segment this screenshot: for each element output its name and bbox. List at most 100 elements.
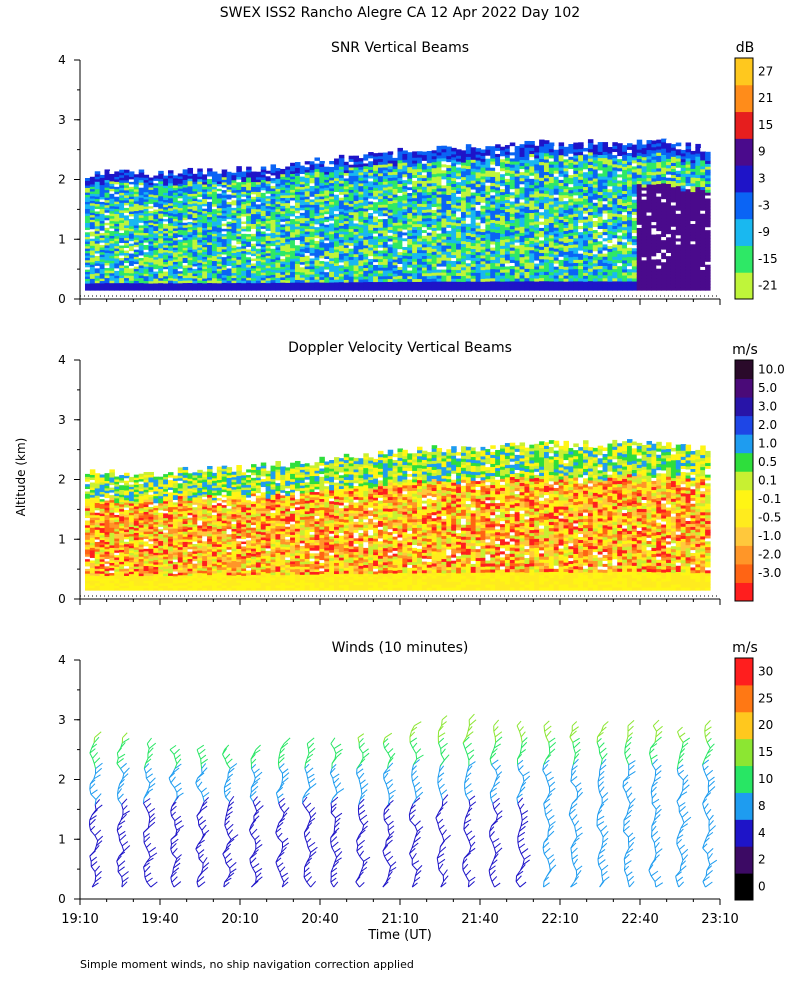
heatmap-cell <box>260 235 267 240</box>
heatmap-cell <box>260 179 267 183</box>
heatmap-cell <box>319 203 325 208</box>
heatmap-cell <box>260 176 267 180</box>
heatmap-cell <box>309 196 316 200</box>
heatmap-cell <box>192 236 198 240</box>
heatmap-cell <box>319 190 325 194</box>
heatmap-cell <box>197 211 203 215</box>
heatmap-cell <box>275 170 281 174</box>
heatmap-cell <box>334 287 340 291</box>
heatmap-cell <box>329 169 335 173</box>
heatmap-cell <box>304 166 311 170</box>
heatmap-cell <box>163 223 169 227</box>
heatmap-cell <box>99 261 106 265</box>
heatmap-cell <box>324 274 330 278</box>
heatmap-cell <box>304 260 311 264</box>
heatmap-cell <box>138 279 145 284</box>
heatmap-cell <box>168 217 174 221</box>
heatmap-cell <box>153 228 159 231</box>
heatmap-cell <box>197 176 203 180</box>
heatmap-cell <box>153 230 159 234</box>
heatmap-cell <box>109 265 115 269</box>
heatmap-cell <box>504 145 511 149</box>
heatmap-cell <box>197 203 203 208</box>
heatmap-cell <box>329 244 335 248</box>
heatmap-cell <box>148 200 154 204</box>
heatmap-cell <box>221 287 228 291</box>
heatmap-cell <box>294 180 301 184</box>
heatmap-cell <box>124 202 130 206</box>
heatmap-cell <box>187 282 194 286</box>
heatmap-cell <box>153 192 159 196</box>
heatmap-cell <box>251 240 257 244</box>
heatmap-cell <box>128 215 135 219</box>
heatmap-cell <box>314 163 320 167</box>
heatmap-cell <box>304 273 311 278</box>
heatmap-cell <box>275 246 281 250</box>
heatmap-cell <box>138 234 145 238</box>
heatmap-cell <box>148 278 154 282</box>
heatmap-cell <box>314 259 320 264</box>
heatmap-cell <box>285 223 291 227</box>
heatmap-cell <box>119 219 125 223</box>
heatmap-cell <box>280 202 286 206</box>
heatmap-cell <box>324 284 330 289</box>
heatmap-cell <box>158 247 164 251</box>
heatmap-cell <box>348 155 355 160</box>
heatmap-cell <box>207 272 213 276</box>
heatmap-cell <box>285 215 291 219</box>
heatmap-cell <box>128 248 135 252</box>
heatmap-cell <box>109 275 115 279</box>
heatmap-cell <box>168 192 174 196</box>
heatmap-cell <box>163 230 169 234</box>
heatmap-cell <box>114 287 120 291</box>
heatmap-cell <box>143 222 150 226</box>
heatmap-cell <box>280 215 286 220</box>
heatmap-cell <box>236 235 242 240</box>
heatmap-cell <box>314 218 320 222</box>
heatmap-cell <box>172 220 179 224</box>
heatmap-cell <box>221 202 228 206</box>
heatmap-cell <box>309 180 316 184</box>
heatmap-cell <box>255 193 262 197</box>
heatmap-cell <box>329 174 335 178</box>
heatmap-cell <box>221 204 228 209</box>
heatmap-cell <box>299 253 306 257</box>
heatmap-cell <box>128 270 135 274</box>
heatmap-cell <box>294 202 301 206</box>
heatmap-cell <box>182 169 189 173</box>
heatmap-cell <box>163 213 169 217</box>
heatmap-cell <box>285 184 291 188</box>
heatmap-cell <box>89 254 96 258</box>
heatmap-cell <box>168 225 174 229</box>
heatmap-cell <box>187 216 194 220</box>
heatmap-cell <box>299 271 306 276</box>
heatmap-cell <box>85 262 91 265</box>
heatmap-cell <box>260 251 267 255</box>
heatmap-cell <box>133 183 140 187</box>
heatmap-cell <box>241 267 247 271</box>
heatmap-cell <box>265 210 272 214</box>
heatmap-cell <box>138 229 145 233</box>
heatmap-cell <box>260 287 267 291</box>
heatmap-cell <box>99 280 106 284</box>
heatmap-cell <box>329 252 335 256</box>
heatmap-cell <box>290 284 296 288</box>
heatmap-cell <box>172 225 179 229</box>
heatmap-cell <box>207 234 213 238</box>
heatmap-cell <box>207 188 213 192</box>
heatmap-cell <box>148 266 154 270</box>
heatmap-cell <box>85 238 91 242</box>
heatmap-cell <box>104 214 111 218</box>
heatmap-cell <box>119 277 125 281</box>
heatmap-cell <box>226 280 233 284</box>
heatmap-cell <box>207 208 213 213</box>
heatmap-cell <box>299 222 306 226</box>
heatmap-cell <box>94 250 101 254</box>
heatmap-cell <box>172 239 179 243</box>
heatmap-cell <box>226 196 233 200</box>
heatmap-cell <box>133 176 140 180</box>
heatmap-cell <box>441 145 447 150</box>
heatmap-cell <box>138 207 145 211</box>
heatmap-cell <box>285 282 291 286</box>
heatmap-cell <box>119 237 125 241</box>
